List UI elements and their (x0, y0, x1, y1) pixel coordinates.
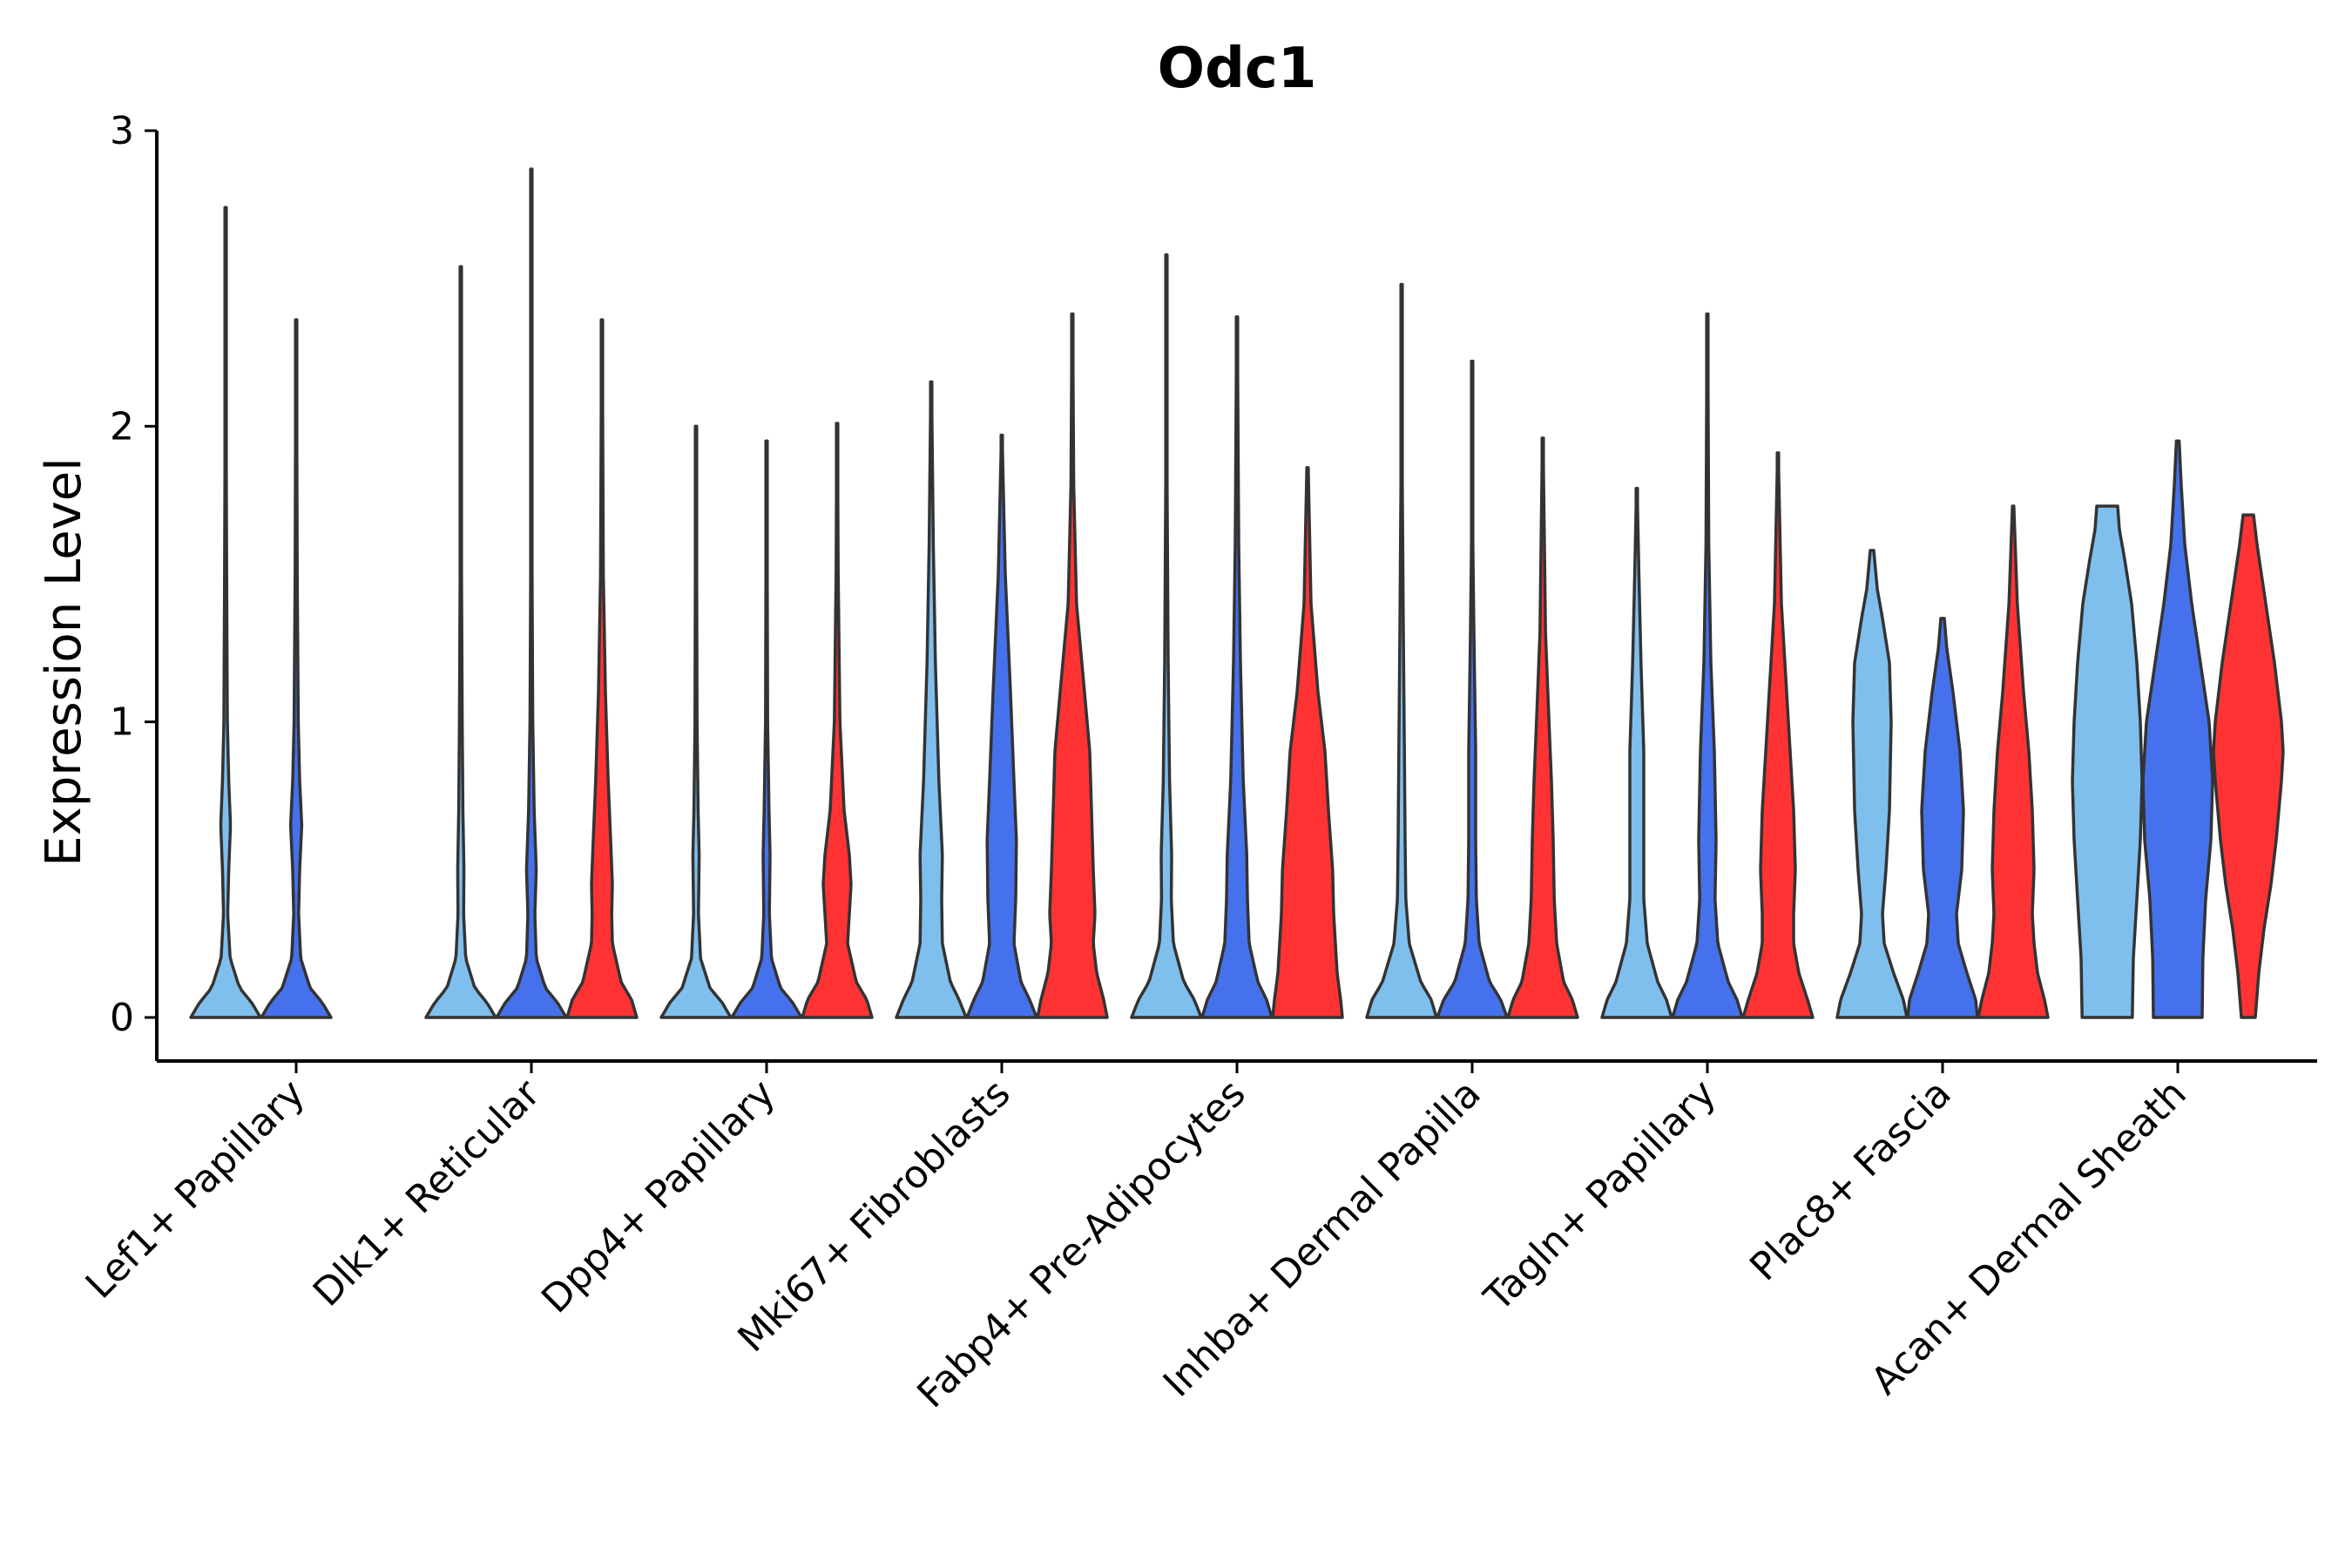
violin-2-5 (1200, 315, 1274, 1019)
x-tick-label: Lef1+ Papillary (78, 1071, 314, 1308)
violin-3-4 (1036, 312, 1109, 1019)
y-axis-label: Expression Level (36, 457, 92, 867)
violin-1-7 (1600, 486, 1673, 1019)
x-tick-label: Plac8+ Fascia (1741, 1071, 1960, 1290)
violin-1-3 (659, 424, 733, 1019)
chart-title: Odc1 (1158, 37, 1317, 101)
violin-2-9 (2141, 439, 2214, 1019)
violin-1-8 (1835, 549, 1909, 1019)
x-tick-label: Tagln+ Papillary (1476, 1071, 1725, 1321)
y-tick-label: 3 (110, 109, 134, 153)
violin-2-3 (730, 439, 803, 1019)
violin-3-2 (565, 318, 639, 1019)
violin-2-4 (965, 433, 1038, 1019)
violin-3-7 (1741, 451, 1815, 1019)
violin-2-7 (1671, 312, 1744, 1019)
x-tick-label: Dlk1+ Reticular (305, 1071, 550, 1315)
violin-1-6 (1365, 282, 1438, 1019)
violin-1-2 (424, 265, 497, 1019)
violin-3-6 (1506, 436, 1579, 1019)
violin-3-3 (801, 422, 874, 1019)
violin-2-1 (260, 318, 333, 1019)
violin-3-8 (1977, 504, 2050, 1019)
violin-1-5 (1130, 253, 1203, 1019)
y-tick-label: 0 (110, 996, 134, 1040)
violin-1-1 (189, 206, 262, 1019)
y-tick-label: 2 (110, 404, 134, 449)
y-tick-label: 1 (110, 700, 134, 745)
violin-2-8 (1906, 617, 1979, 1019)
violin-1-9 (2071, 504, 2144, 1019)
violin-3-5 (1271, 466, 1344, 1019)
violin-2-6 (1436, 359, 1509, 1019)
violin-3-9 (2212, 513, 2285, 1019)
violin-group (189, 167, 2285, 1019)
violin-1-4 (895, 380, 968, 1019)
violin-2-2 (495, 167, 568, 1019)
x-tick-label: Dpp4+ Papillary (533, 1071, 784, 1322)
